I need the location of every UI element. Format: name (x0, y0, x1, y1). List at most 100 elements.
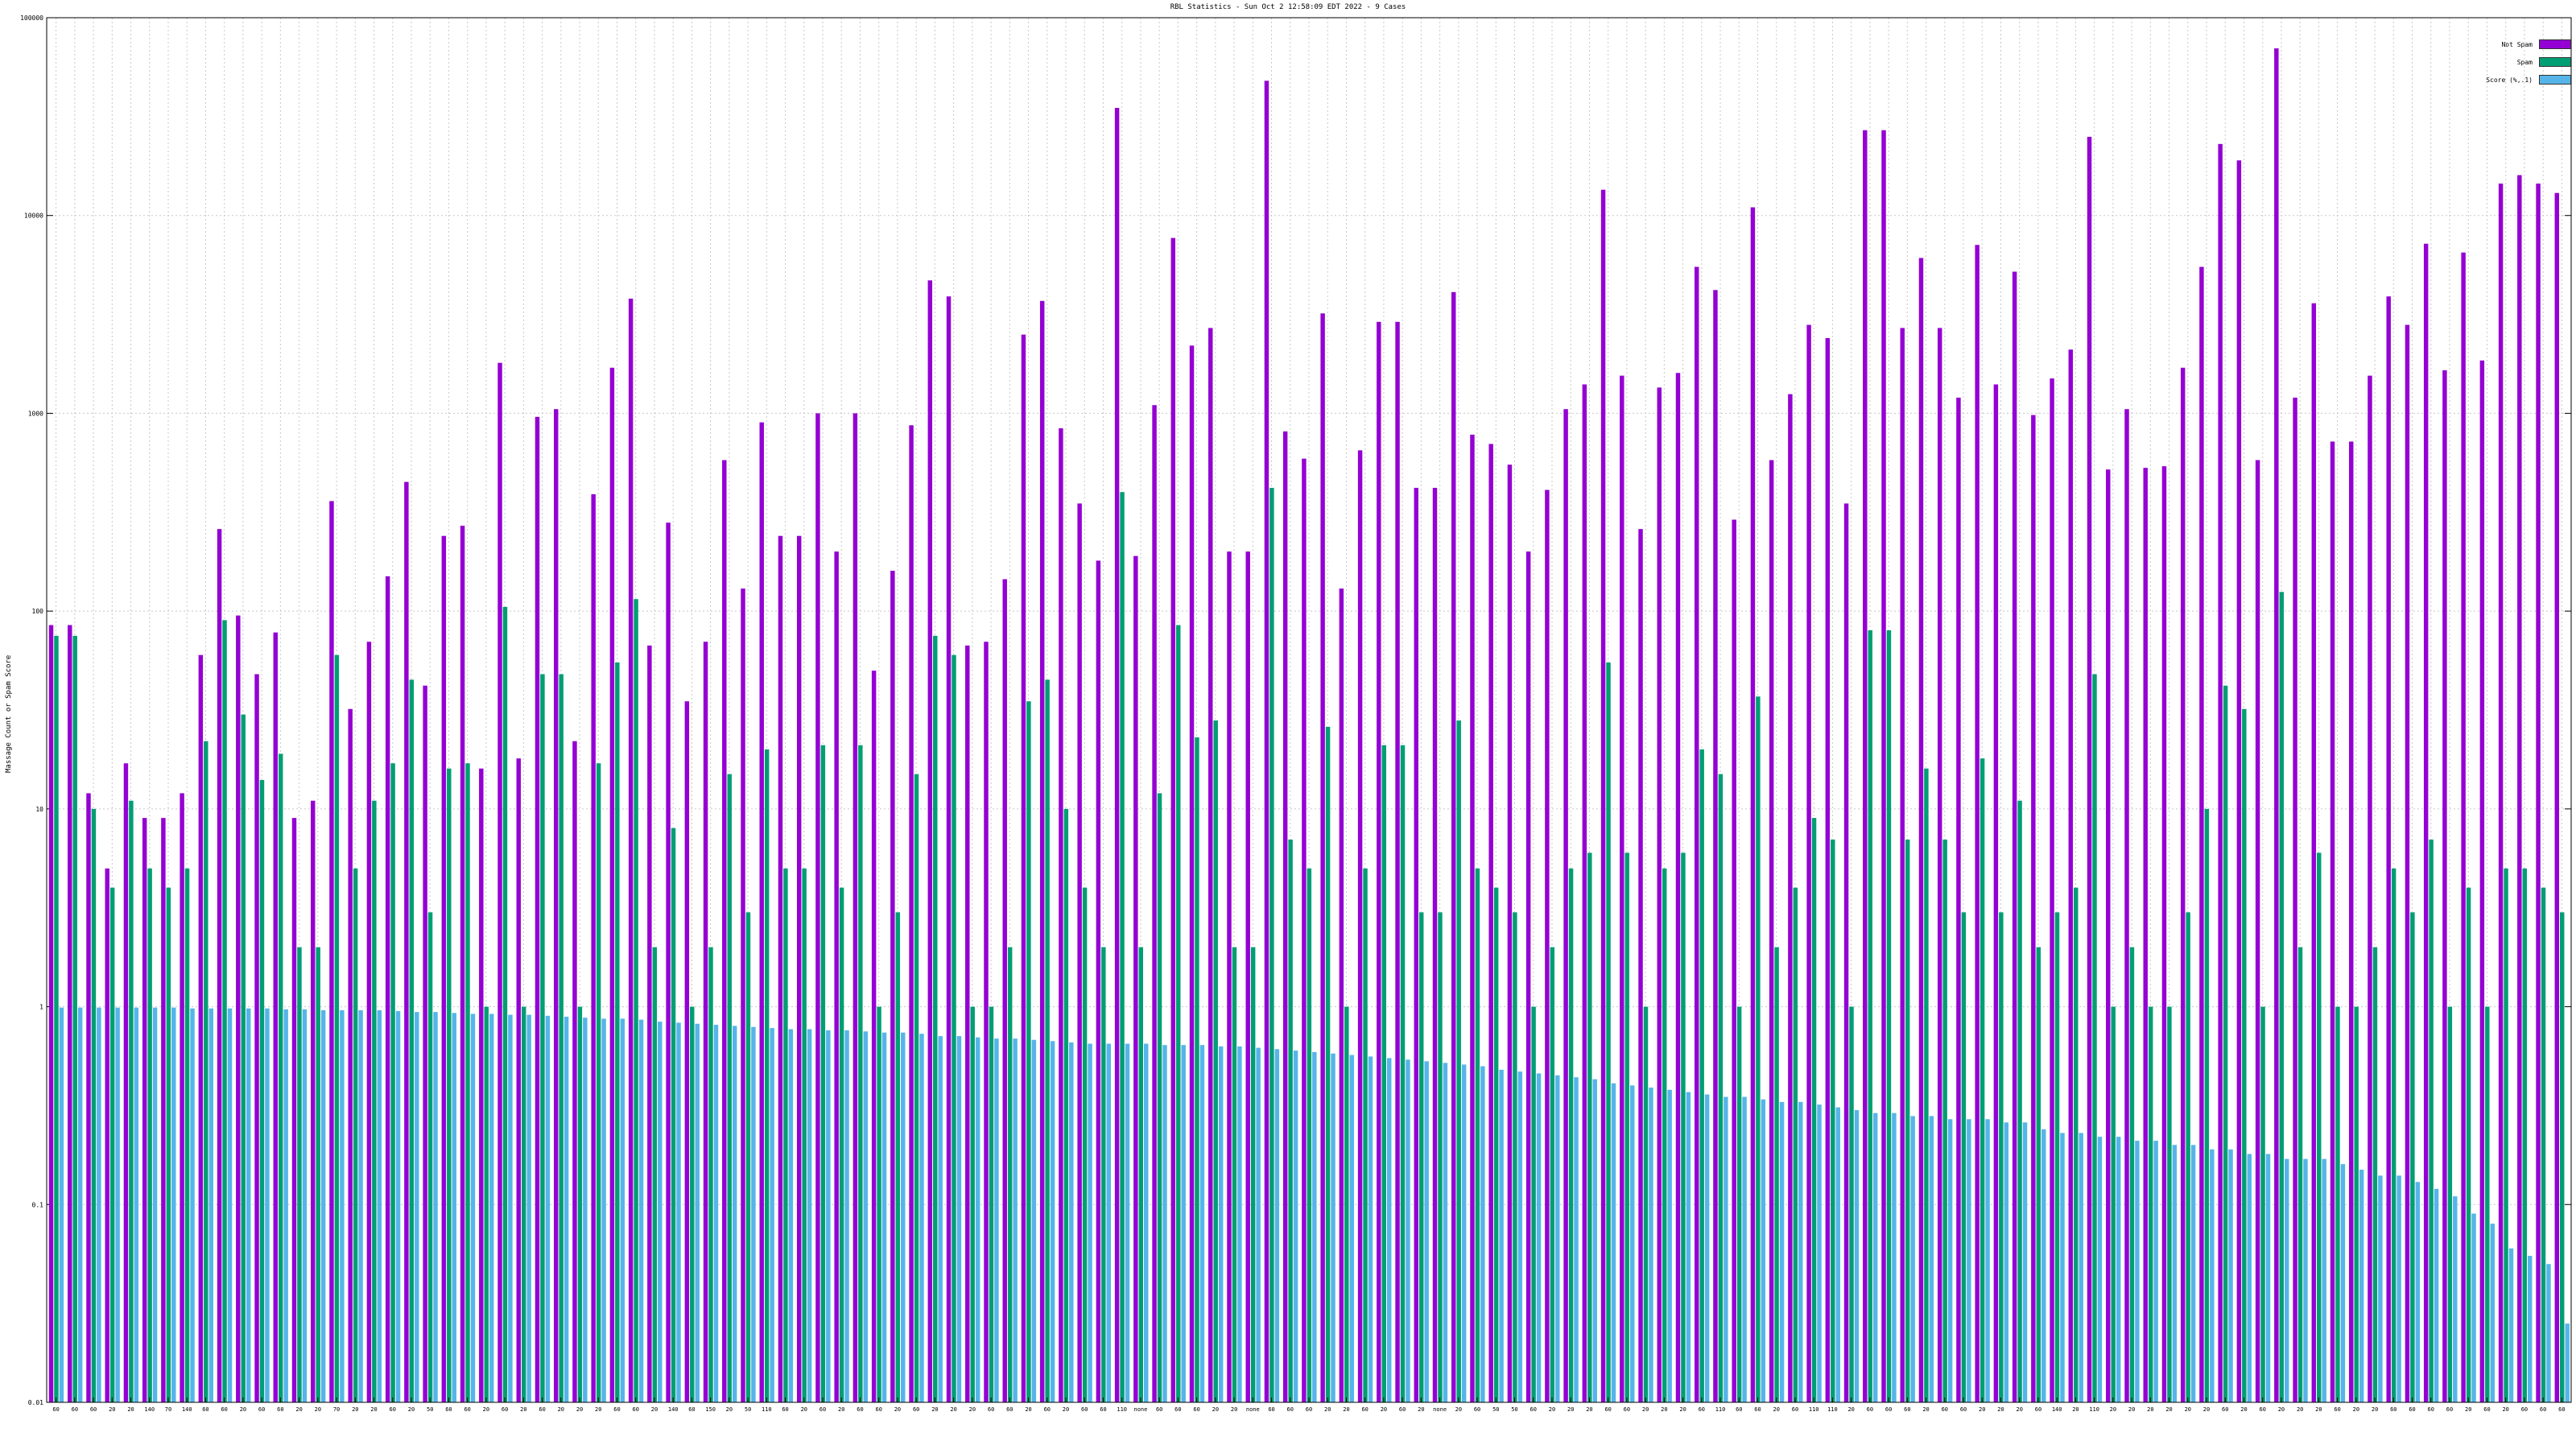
bar-not-spam (366, 642, 372, 1402)
bar-not-spam (1170, 237, 1176, 1403)
bar-score (59, 1007, 64, 1402)
x-tick-label: 60 (913, 1406, 919, 1413)
bar-spam (1811, 818, 1817, 1402)
bar-score (1985, 1119, 1990, 1402)
bar-score (2396, 1175, 2401, 1402)
bar-score (2135, 1141, 2140, 1402)
bar-score (620, 1018, 625, 1402)
bar-spam (1325, 726, 1331, 1402)
bar-not-spam (273, 632, 278, 1402)
bar-spam (2054, 912, 2060, 1402)
bar-score (1218, 1046, 1224, 1402)
bar-spam (1269, 488, 1274, 1402)
x-tick-label: 110 (1715, 1406, 1726, 1413)
bar-not-spam (609, 367, 615, 1403)
bar-not-spam (1620, 375, 1624, 1402)
bar-spam (895, 912, 901, 1402)
legend-item-not-spam: Not Spam (2486, 35, 2571, 53)
x-tick-label: 20 (651, 1406, 658, 1413)
bar-not-spam (217, 529, 222, 1402)
bar-score (358, 1009, 363, 1402)
bar-spam (1550, 947, 1555, 1402)
x-tick-label: 70 (165, 1406, 171, 1413)
bar-not-spam (2461, 252, 2466, 1403)
x-tick-label: 60 (72, 1406, 78, 1413)
bar-spam (2260, 1006, 2265, 1402)
bar-spam (1082, 887, 1088, 1402)
bar-score (1013, 1038, 1018, 1402)
bar-not-spam (2050, 378, 2054, 1403)
bar-score (2153, 1141, 2158, 1402)
bar-spam (1699, 749, 1704, 1402)
bar-spam (129, 800, 134, 1402)
bar-spam (2429, 839, 2434, 1402)
bar-spam (184, 868, 190, 1402)
x-tick-label: 20 (2185, 1406, 2191, 1413)
bar-spam (634, 599, 638, 1402)
x-tick-label: 60 (1081, 1406, 1088, 1413)
bar-score (1910, 1116, 1915, 1402)
bar-score (1368, 1056, 1373, 1402)
x-tick-label: 60 (390, 1406, 396, 1413)
bar-not-spam (591, 493, 596, 1402)
bar-not-spam (2236, 160, 2242, 1402)
x-tick-label: 60 (1306, 1406, 1312, 1413)
x-tick-label: 60 (2409, 1406, 2415, 1413)
bar-score (1386, 1058, 1392, 1402)
bar-not-spam (2087, 136, 2092, 1403)
x-tick-label: 60 (1268, 1406, 1274, 1413)
bar-spam (764, 749, 770, 1402)
bar-spam (1999, 912, 2004, 1402)
bar-score (2265, 1154, 2271, 1402)
bar-score (2079, 1133, 2083, 1402)
bar-not-spam (2293, 397, 2297, 1402)
bar-score (377, 1009, 382, 1402)
bar-score (1686, 1092, 1691, 1402)
bar-score (1872, 1113, 1878, 1402)
x-tick-label: 60 (875, 1406, 881, 1413)
bar-not-spam (254, 674, 259, 1402)
x-tick-label: 20 (295, 1406, 302, 1413)
bar-spam (1774, 947, 1779, 1402)
x-tick-label: 20 (315, 1406, 321, 1413)
x-tick-label: 110 (1117, 1406, 1127, 1413)
bar-spam (147, 868, 152, 1402)
y-tick-label: 0.01 (28, 1399, 43, 1406)
bar-score (938, 1036, 943, 1402)
bar-score (152, 1007, 158, 1402)
bar-score (695, 1023, 700, 1402)
x-tick-label: 60 (1736, 1406, 1742, 1413)
bar-not-spam (2199, 266, 2204, 1403)
bar-spam (1438, 912, 1443, 1402)
bar-spam (1793, 887, 1798, 1402)
x-tick-label: 60 (221, 1406, 227, 1413)
bar-score (2247, 1154, 2252, 1402)
bar-score (1574, 1077, 1579, 1402)
x-tick-label: 20 (352, 1406, 358, 1413)
x-tick-label: 20 (726, 1406, 733, 1413)
bar-score (97, 1007, 101, 1402)
bar-not-spam (666, 522, 671, 1402)
bar-score (863, 1031, 869, 1402)
bar-score (1555, 1075, 1560, 1402)
bar-score (1742, 1096, 1747, 1402)
y-tick-label: 0.1 (32, 1201, 44, 1208)
x-tick-label: 20 (1212, 1406, 1219, 1413)
bar-score (788, 1029, 794, 1402)
bar-score (302, 1009, 308, 1402)
bar-score (508, 1014, 513, 1402)
x-tick-label: 20 (127, 1406, 134, 1413)
x-tick-label: 60 (1942, 1406, 1948, 1413)
bar-not-spam (516, 758, 521, 1402)
y-tick-label: 1 (39, 1004, 43, 1011)
x-tick-label: 20 (950, 1406, 956, 1413)
bar-not-spam (1525, 551, 1531, 1402)
bar-not-spam (1900, 328, 1905, 1403)
bar-spam (259, 779, 265, 1402)
bar-score (1461, 1064, 1467, 1402)
bar-score (2060, 1133, 2065, 1402)
bar-spam (502, 606, 508, 1402)
x-tick-label: 110 (1809, 1406, 1819, 1413)
bar-score (1088, 1043, 1092, 1402)
bar-spam (222, 620, 227, 1402)
